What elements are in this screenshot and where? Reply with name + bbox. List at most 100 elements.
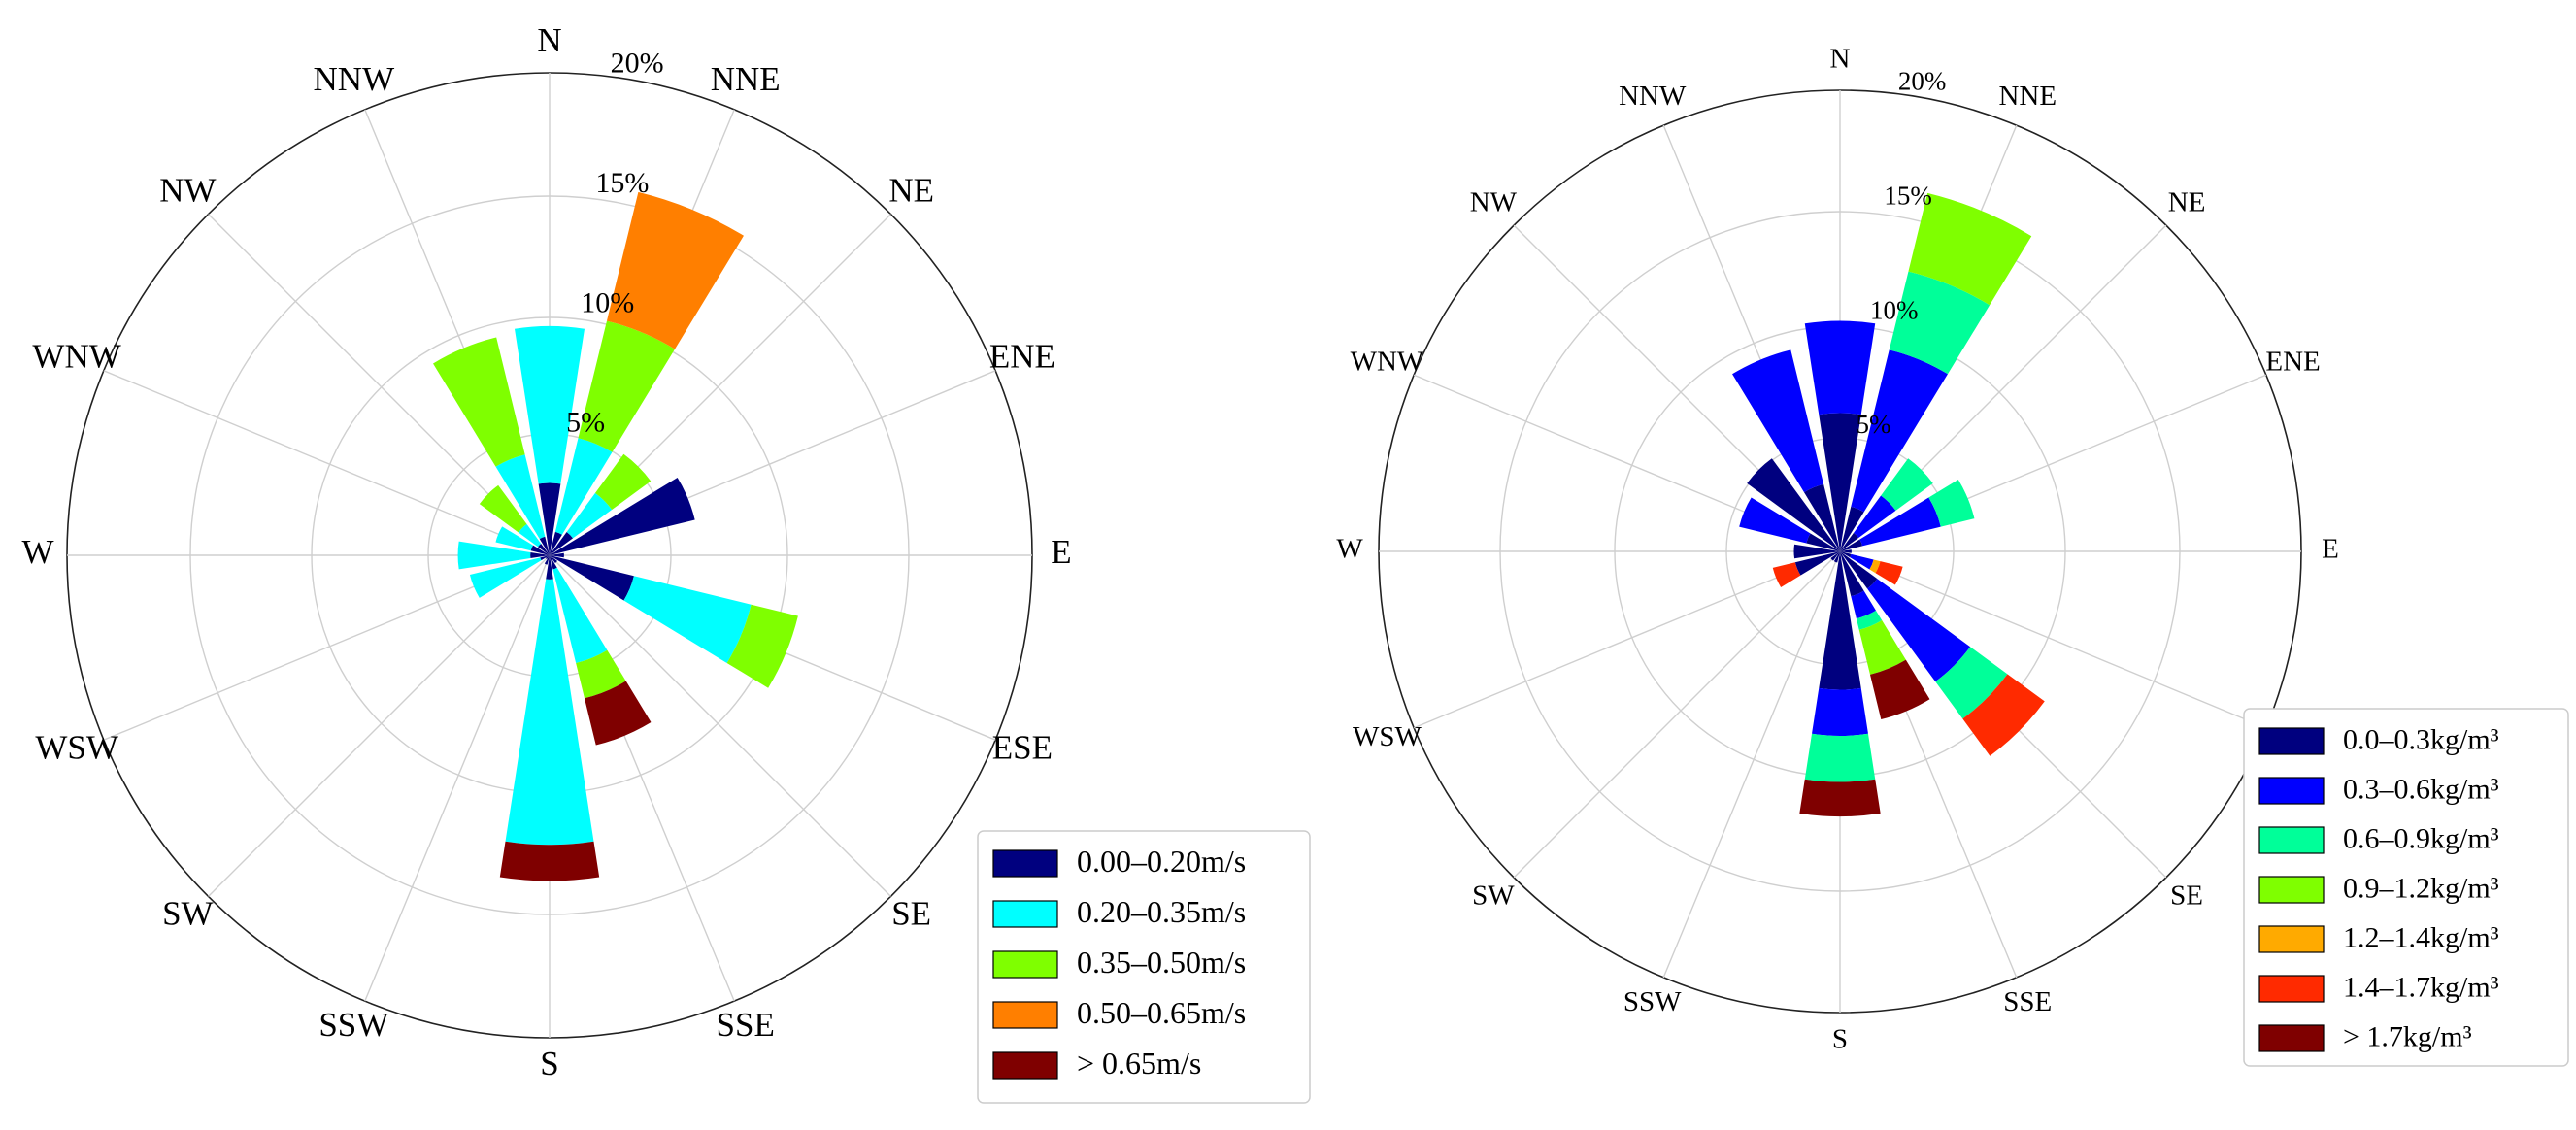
legend: 0.00–0.20m/s 0.20–0.35m/s 0.35–0.50m/s 0.50… [977,830,1311,1104]
bar-s-series-0 [546,555,553,580]
direction-label-n: N [1830,44,1851,75]
direction-label-nw: NW [1470,187,1518,218]
bar-wnw-series-0 [1806,533,1840,551]
bar-sw-series-0 [1830,551,1840,561]
direction-label-e: E [2322,534,2339,565]
direction-label-sse: SSE [717,1006,775,1044]
direction-label-sw: SW [1472,881,1515,912]
grid-spoke [549,554,891,897]
direction-label-ssw: SSW [318,1006,388,1044]
direction-label-w: W [1336,534,1363,565]
grid-spoke [1513,550,1841,879]
direction-label-nnw: NNW [314,60,395,98]
bar-nne-series-0 [550,531,562,555]
direction-label-s: S [1832,1024,1848,1055]
direction-label-ne: NE [2168,187,2206,218]
bar-s-series-4 [499,841,600,881]
bar-ne-series-1 [566,492,613,539]
bar-sse-series-2 [576,649,626,699]
grid-spoke [1839,550,2267,729]
grid-spoke [1413,550,1841,729]
legend-swatch [2258,826,2325,854]
bar-ese-series-0 [550,555,634,601]
bar-wsw-series-0 [540,555,550,561]
legend-swatch [992,900,1058,928]
wind-rose-speed: 5% 10% 15% 20% N NNE NE ENE E ESE SE SSE S SSW SW WSW W W… [21,21,1311,1104]
direction-label-e: E [1051,533,1071,571]
legend-swatch [2258,727,2325,755]
legend-box [2243,708,2569,1067]
legend-label: 0.3–0.6kg/m³ [2343,773,2499,805]
bar-wsw-series-0 [1794,551,1840,576]
legend-swatch [2258,876,2325,904]
bar-ese-series-1 [1850,553,1874,570]
bar-nne-series-0 [1840,506,1864,551]
legend-swatch [992,1001,1058,1029]
bar-ene-series-2 [1928,480,1975,527]
bar-ese-series-4 [1869,559,1881,574]
bar-s-series-2 [1804,733,1876,782]
legend-label: 0.6–0.9kg/m³ [2343,822,2499,854]
direction-label-n: N [537,21,561,59]
grid-spoke [364,554,551,1002]
bar-w-series-1 [457,541,531,570]
bar-nne-series-1 [554,438,613,535]
bar-nnw-series-1 [495,454,546,540]
direction-label-ese: ESE [992,729,1053,767]
direction-label-s: S [540,1045,558,1082]
direction-label-sse: SSE [2003,986,2052,1017]
bar-wnw-series-0 [530,545,550,555]
bar-sse-series-1 [552,567,608,664]
radial-tick-label: 5% [566,407,605,439]
bar-nw-series-2 [479,484,527,533]
direction-label-sw: SW [162,895,214,933]
bar-sse-series-2 [1856,610,1883,630]
legend-swatch [2258,975,2325,1003]
bar-se-series-2 [1935,647,2008,719]
legend-label: 0.00–0.20m/s [1077,844,1246,879]
bar-s-series-1 [505,579,594,846]
bar-s-series-6 [1799,779,1881,817]
direction-label-nw: NW [159,171,216,209]
bar-nw-series-0 [1747,458,1840,551]
bar-ese-series-2 [726,604,798,688]
grid-spoke [1662,550,1841,979]
direction-label-se: SE [891,895,931,933]
bar-ene-series-1 [1859,497,1941,547]
legend-swatch [992,950,1058,979]
legend-label: 0.20–0.35m/s [1077,894,1246,929]
legend-label: > 0.65m/s [1077,1046,1201,1080]
bar-w-series-0 [1793,544,1840,559]
bar-sse-series-0 [550,555,557,570]
bar-sse-series-3 [1858,620,1906,675]
bar-nnw-series-0 [539,536,550,555]
bar-nnw-series-1 [1732,349,1824,493]
bar-e-series-0 [1840,549,1852,553]
bar-ne-series-2 [1881,458,1933,511]
bar-ne-series-2 [594,453,652,511]
bar-sse-series-0 [1840,551,1864,597]
bar-wnw-series-1 [1739,497,1811,544]
direction-label-ne: NE [888,171,934,209]
bar-nw-series-1 [518,523,542,548]
bar-ene-series-0 [550,478,695,555]
bar-wsw-series-1 [469,557,542,598]
direction-label-nnw: NNW [1619,81,1687,112]
legend-label: > 1.7kg/m³ [2343,1020,2472,1052]
direction-label-ene: ENE [989,337,1055,375]
legend-swatch [992,849,1058,878]
bar-ene-series-0 [1840,539,1863,551]
bar-nne-series-3 [1908,192,2032,306]
legend-swatch [2258,777,2325,805]
bar-n-series-0 [538,482,561,555]
direction-label-wnw: WNW [1351,346,1424,377]
direction-label-wnw: WNW [32,337,120,375]
grid-spoke [208,554,551,897]
legend-label: 1.2–1.4kg/m³ [2343,921,2499,953]
bar-se-series-0 [1840,551,1878,589]
legend-label: 0.35–0.50m/s [1077,945,1246,980]
direction-label-nne: NNE [711,60,781,98]
legend-label: 0.9–1.2kg/m³ [2343,872,2499,904]
legend-label: 0.50–0.65m/s [1077,995,1246,1030]
bar-nnw-series-2 [433,337,525,467]
